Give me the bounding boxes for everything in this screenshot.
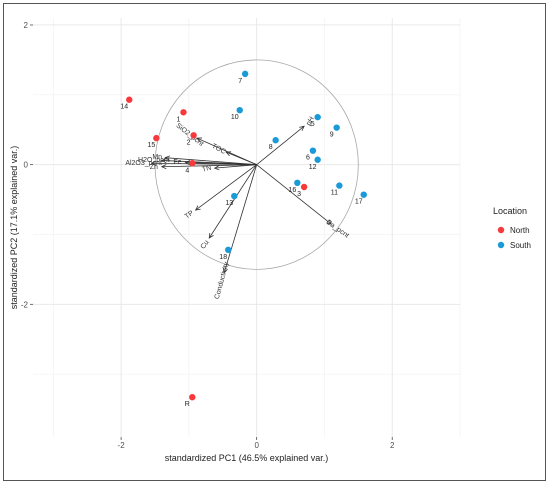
arrowhead-h2o_pcnt [160,158,167,164]
sample-label: 10 [231,114,239,121]
legend-marker-south [497,241,505,249]
sample-label: 16 [288,187,296,194]
sample-point-south [272,137,279,144]
y-tick-label: -2 [21,300,29,309]
y-axis-label: standardized PC2 (17.1% explained var.) [9,146,19,310]
grid-lines [33,18,461,437]
arrowhead-conductivity [222,267,228,274]
sample-label: 3 [297,191,301,198]
sample-label: 5 [311,121,315,128]
loading-label-cu: Cu [200,239,211,250]
arrowhead-toc [225,151,232,157]
y-tick-label: 0 [24,161,29,170]
sample-point-north [180,109,187,116]
sample-label: 11 [331,190,338,197]
plot-panel [32,17,461,438]
loading-label-al2o3_pcnt: Al2O3_pcnt [125,160,162,167]
arrowhead-ca_pcnt [326,219,332,225]
sample-label: 8 [269,144,273,151]
sample-label: 7 [238,78,242,85]
legend: Location North South [493,206,531,250]
sample-point-south [360,191,367,198]
sample-point-south [225,246,232,254]
sample-label: 18 [219,254,227,261]
loading-arrow-tn [214,164,257,169]
sample-label: 2 [187,139,191,146]
legend-label-north: North [510,226,530,235]
loading-arrow-al2o3_pcnt [151,162,257,166]
arrowhead-sio2_pcnt [196,137,203,143]
legend-title: Location [493,206,527,216]
arrowhead-al2o3_pcnt [150,160,157,166]
loading-label-zn: Zn [150,164,158,171]
loading-label-ph: pH [305,116,316,127]
sample-point-north [190,132,197,139]
loading-label-tp: TP [184,209,196,220]
arrowhead-ph [299,125,305,131]
sample-point-south [294,179,301,187]
x-tick-label: -2 [118,441,126,450]
sample-point-north [153,134,160,142]
arrowhead-cu [208,232,214,239]
axis-ticks: -2 0 2 -2 0 2 [21,21,395,450]
sample-point-south [236,106,243,114]
x-axis-label: standardized PC1 (46.5% explained var.) [165,453,329,463]
sample-point-north [189,160,196,167]
sample-point-south [231,192,238,200]
arrowhead-tn [213,165,220,171]
y-tick-label: 2 [24,21,29,30]
sample-point-north [126,96,133,103]
loading-arrow-mn [165,157,257,166]
loading-label-tn: TN [201,165,212,174]
loading-label-fe: Fe [173,159,181,166]
legend-label-south: South [510,241,531,250]
arrowhead-tp [194,205,201,211]
sample-label: R [185,401,190,408]
loading-label-h2o_pcnt: H2O_pcnt [138,157,170,164]
sample-point-south [241,70,249,78]
sample-label: 9 [330,132,334,139]
sample-point-south [336,182,343,189]
sample-label: 13 [225,200,233,207]
loading-label-mn: Mn [152,154,162,161]
arrowhead-mn [164,155,170,161]
loading-arrow-zn [161,164,257,168]
sample-label: 17 [355,199,363,206]
loading-arrow-ca_pcnt [256,164,332,225]
sample-label: 6 [306,155,310,162]
sample-point-south [314,156,321,163]
loading-arrow-cu [208,164,258,239]
sample-label: 14 [120,104,128,111]
sample-label: 15 [147,142,155,149]
sample-point-south [314,113,321,121]
loading-arrow-conductivity [223,164,258,274]
loading-arrow-tp [195,164,257,211]
x-tick-label: 2 [390,441,395,450]
sample-point-south [309,147,317,154]
sample-label: 4 [185,167,189,174]
x-tick-label: 0 [254,441,259,450]
sample-point-north [300,183,308,191]
sample-label: 1 [177,116,181,123]
loading-arrow-toc [226,151,257,166]
legend-marker-north [497,226,505,234]
arrowhead-zn [160,164,167,170]
sample-point-north [189,393,196,401]
sample-point-south [333,124,340,131]
sample-label: 12 [309,164,317,171]
loading-arrow-ph [256,125,305,165]
